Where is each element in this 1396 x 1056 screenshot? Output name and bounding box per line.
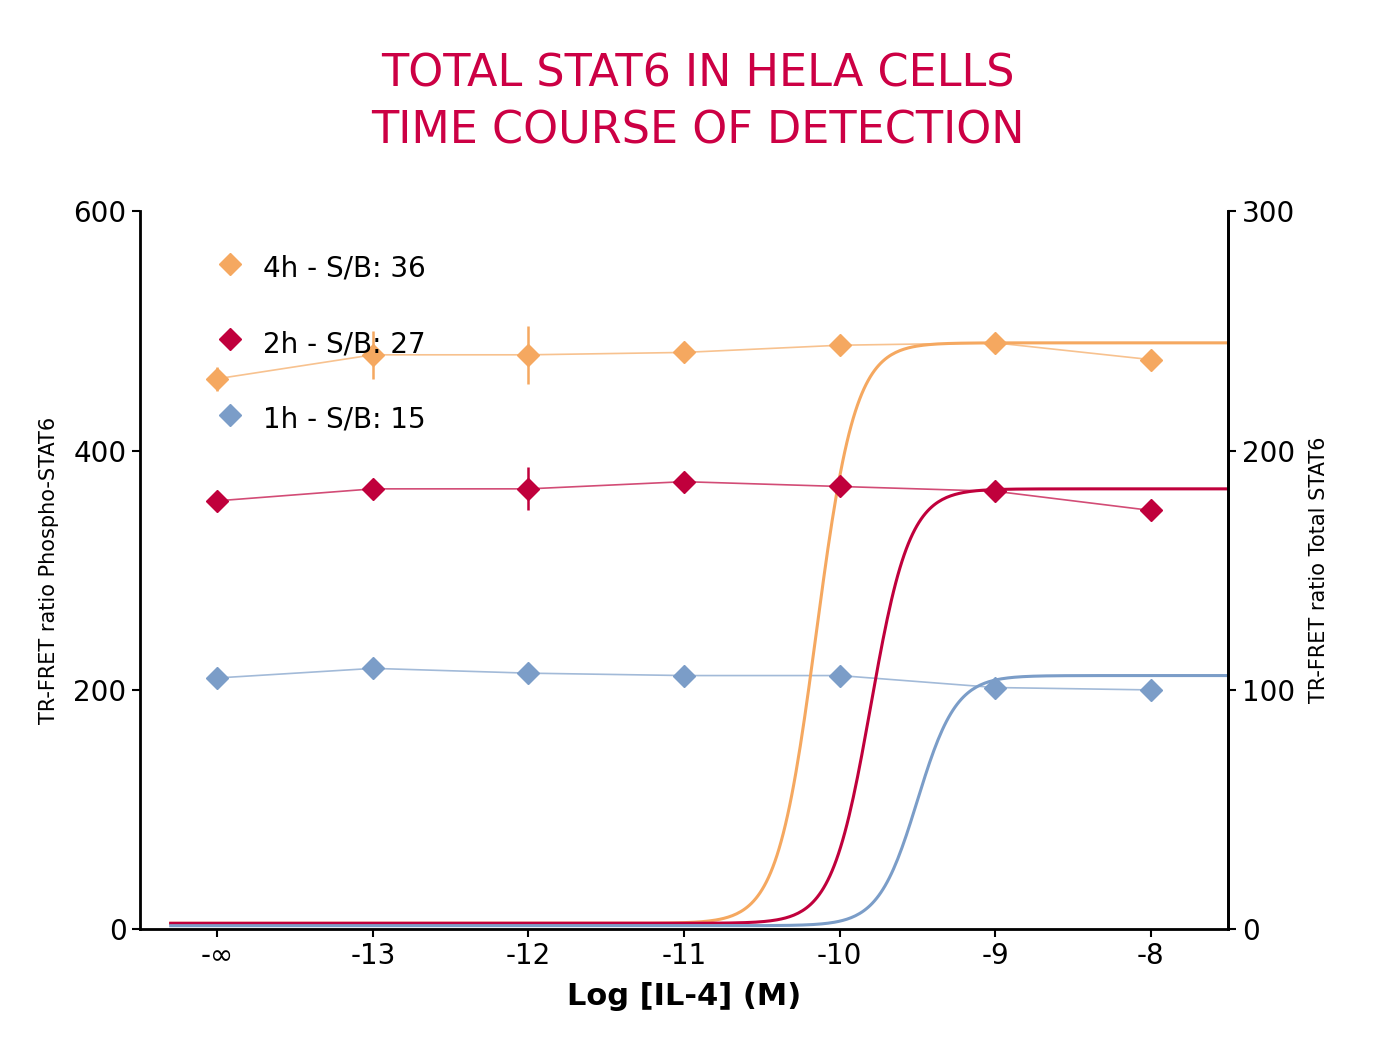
Y-axis label: TR-FRET ratio Phospho-STAT6: TR-FRET ratio Phospho-STAT6 (39, 417, 60, 723)
Y-axis label: TR-FRET ratio Total STAT6: TR-FRET ratio Total STAT6 (1309, 437, 1329, 703)
Legend: 4h - S/B: 36, 2h - S/B: 27, 1h - S/B: 15: 4h - S/B: 36, 2h - S/B: 27, 1h - S/B: 15 (208, 240, 437, 447)
X-axis label: Log [IL-4] (M): Log [IL-4] (M) (567, 982, 801, 1011)
Text: TOTAL STAT6 IN HELA CELLS
TIME COURSE OF DETECTION: TOTAL STAT6 IN HELA CELLS TIME COURSE OF… (371, 53, 1025, 152)
